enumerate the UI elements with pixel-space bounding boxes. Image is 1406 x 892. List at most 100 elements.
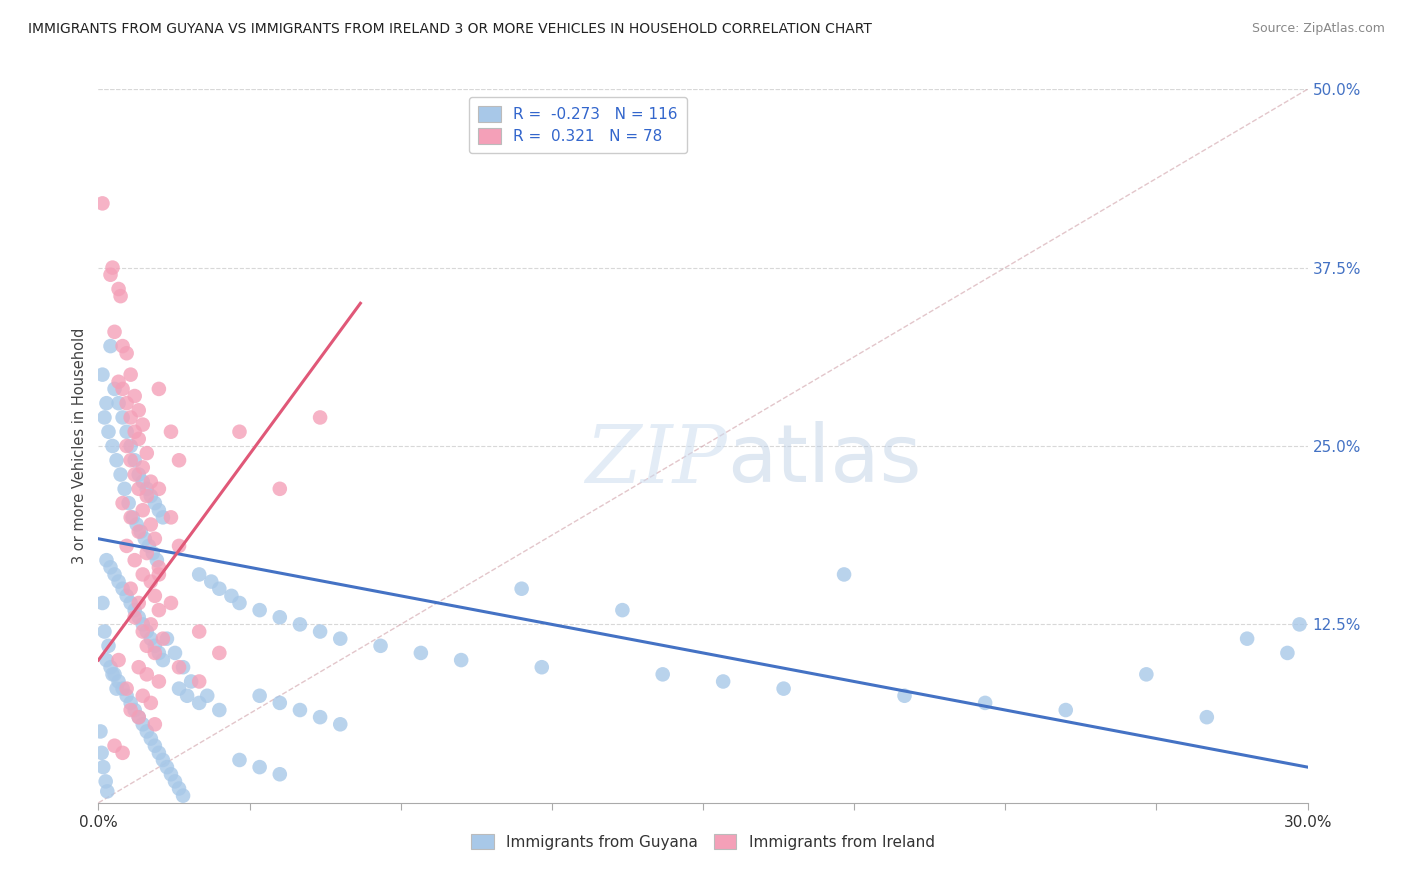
Point — [132, 689, 155, 703]
Point — [115, 681, 138, 696]
Point — [124, 467, 146, 482]
Point — [167, 539, 190, 553]
Point — [160, 596, 183, 610]
Point — [128, 467, 150, 482]
Point — [111, 681, 134, 696]
Point — [115, 689, 138, 703]
Point — [530, 660, 553, 674]
Point — [132, 617, 155, 632]
Point — [288, 617, 311, 632]
Point — [148, 567, 170, 582]
Point — [160, 767, 183, 781]
Point — [152, 632, 174, 646]
Point — [120, 703, 142, 717]
Point — [132, 417, 155, 432]
Point — [128, 610, 150, 624]
Point — [139, 617, 162, 632]
Point — [94, 774, 117, 789]
Point — [146, 553, 169, 567]
Point — [188, 674, 211, 689]
Point — [148, 482, 170, 496]
Point — [124, 389, 146, 403]
Point — [143, 496, 166, 510]
Point — [148, 603, 170, 617]
Point — [156, 632, 179, 646]
Point — [103, 667, 125, 681]
Point — [208, 703, 231, 717]
Point — [135, 446, 157, 460]
Point — [139, 632, 162, 646]
Point — [110, 467, 132, 482]
Point — [132, 567, 155, 582]
Point — [208, 646, 231, 660]
Point — [288, 703, 311, 717]
Point — [167, 681, 190, 696]
Point — [510, 582, 533, 596]
Point — [772, 681, 794, 696]
Point — [228, 753, 250, 767]
Point — [120, 368, 142, 382]
Point — [132, 717, 155, 731]
Point — [121, 510, 143, 524]
Point — [1054, 703, 1077, 717]
Point — [132, 503, 155, 517]
Point — [832, 567, 855, 582]
Point — [118, 496, 141, 510]
Point — [370, 639, 392, 653]
Point — [124, 553, 146, 567]
Point — [128, 482, 150, 496]
Text: IMMIGRANTS FROM GUYANA VS IMMIGRANTS FROM IRELAND 3 OR MORE VEHICLES IN HOUSEHOL: IMMIGRANTS FROM GUYANA VS IMMIGRANTS FRO… — [28, 22, 872, 37]
Point — [93, 624, 115, 639]
Point — [329, 632, 352, 646]
Point — [249, 603, 271, 617]
Point — [111, 496, 134, 510]
Point — [91, 196, 114, 211]
Point — [269, 767, 291, 781]
Point — [221, 589, 243, 603]
Point — [152, 510, 174, 524]
Point — [309, 624, 332, 639]
Point — [139, 517, 162, 532]
Point — [651, 667, 673, 681]
Point — [160, 425, 183, 439]
Point — [103, 382, 125, 396]
Point — [111, 382, 134, 396]
Point — [101, 260, 124, 275]
Point — [115, 589, 138, 603]
Point — [111, 410, 134, 425]
Point — [134, 532, 156, 546]
Point — [180, 674, 202, 689]
Point — [100, 339, 122, 353]
Point — [90, 746, 112, 760]
Point — [329, 717, 352, 731]
Point — [110, 289, 132, 303]
Point — [120, 596, 142, 610]
Point — [135, 624, 157, 639]
Point — [97, 425, 120, 439]
Point — [132, 624, 155, 639]
Point — [107, 282, 129, 296]
Point — [156, 760, 179, 774]
Point — [152, 653, 174, 667]
Point — [107, 674, 129, 689]
Point — [228, 425, 250, 439]
Point — [124, 453, 146, 467]
Point — [96, 396, 118, 410]
Point — [115, 425, 138, 439]
Point — [111, 582, 134, 596]
Point — [208, 582, 231, 596]
Point — [269, 696, 291, 710]
Point — [114, 482, 136, 496]
Point — [228, 596, 250, 610]
Point — [172, 660, 194, 674]
Point — [148, 746, 170, 760]
Point — [120, 582, 142, 596]
Point — [107, 396, 129, 410]
Text: Source: ZipAtlas.com: Source: ZipAtlas.com — [1251, 22, 1385, 36]
Point — [115, 539, 138, 553]
Point — [143, 646, 166, 660]
Point — [107, 653, 129, 667]
Point — [135, 482, 157, 496]
Point — [135, 639, 157, 653]
Point — [148, 560, 170, 574]
